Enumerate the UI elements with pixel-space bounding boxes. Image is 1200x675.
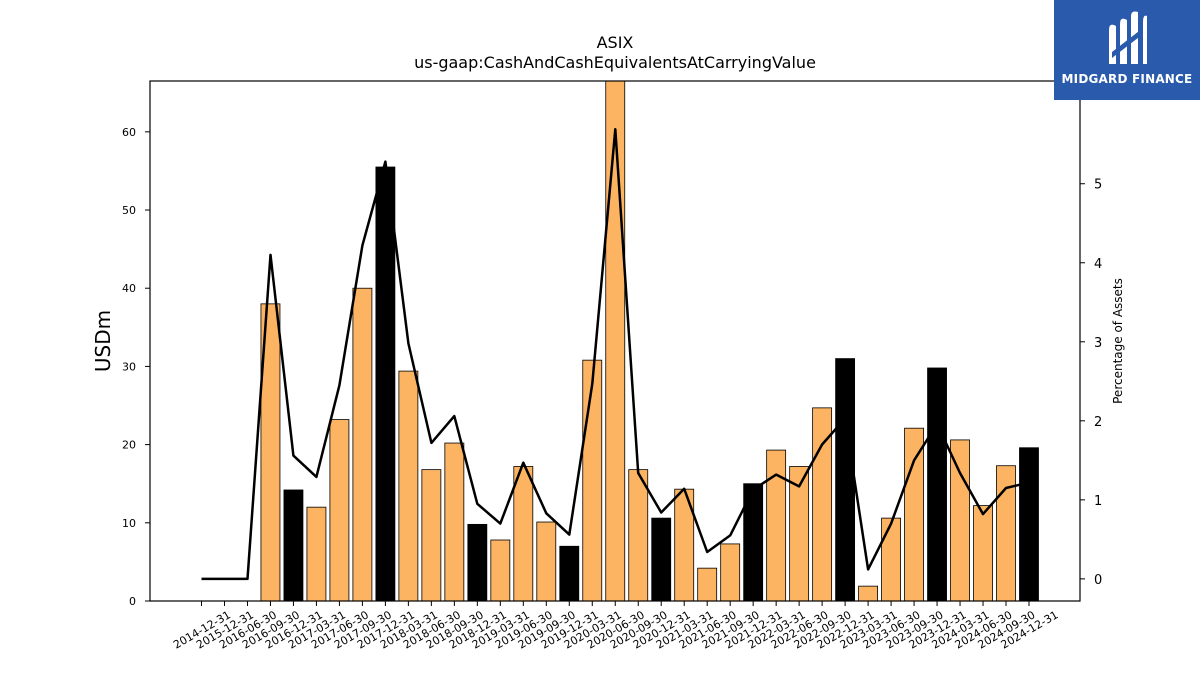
bar-2022-03-31 <box>766 449 787 602</box>
y-tick-label: 20 <box>122 439 136 452</box>
y2-tick-label: 5 <box>1094 178 1102 193</box>
percentage-line <box>201 127 1030 581</box>
y-axis-label: USDm <box>91 310 115 372</box>
bar-2020-06-30 <box>605 80 626 602</box>
bar-2019-12-31 <box>559 545 580 602</box>
bar-2023-03-31 <box>858 585 878 602</box>
bar-2016-12-31 <box>283 489 304 602</box>
bar-2023-09-30 <box>904 427 924 602</box>
bar-2021-06-30 <box>697 567 718 602</box>
bars-group <box>260 80 1039 602</box>
y-tick-label: 50 <box>122 204 136 217</box>
bar-2022-12-31 <box>835 358 856 602</box>
y2-tick-label: 2 <box>1094 415 1102 430</box>
bar-2018-03-31 <box>398 370 419 602</box>
bar-2018-12-31 <box>467 523 488 602</box>
midgard-logo: MIDGARD FINANCE <box>1054 0 1200 100</box>
bar-2017-03-31 <box>306 506 327 602</box>
bar-2019-03-31 <box>490 539 511 602</box>
bar-2023-12-31 <box>927 367 947 602</box>
bar-2020-03-31 <box>582 359 603 602</box>
bar-2019-06-30 <box>513 466 534 602</box>
bar-2024-03-31 <box>950 439 970 602</box>
chart-title: ASIX <box>597 33 634 52</box>
y2-tick-label: 1 <box>1094 494 1102 509</box>
bar-2020-09-30 <box>628 469 649 602</box>
right-axis-ticks: 0 1 2 3 4 5 <box>1080 178 1102 588</box>
y-tick-label: 40 <box>122 282 136 295</box>
bar-2018-09-30 <box>444 442 465 602</box>
bar-2021-09-30 <box>720 543 741 602</box>
bar-2024-06-30 <box>973 505 993 602</box>
y-tick-label: 10 <box>122 517 136 530</box>
bar-2018-06-30 <box>421 469 442 602</box>
y-tick-label: 30 <box>122 360 136 373</box>
left-axis-ticks: 0 10 20 30 40 50 60 <box>122 126 150 608</box>
y2-tick-label: 0 <box>1094 573 1102 588</box>
brand-name: MIDGARD FINANCE <box>1061 72 1193 86</box>
bar-2020-12-31 <box>651 517 672 602</box>
midgard-m-icon <box>1109 11 1147 65</box>
chart-subtitle: us-gaap:CashAndCashEquivalentsAtCarrying… <box>414 53 816 72</box>
bar-2023-06-30 <box>881 517 901 602</box>
x-axis-ticks: 2014-12-312015-12-312016-06-302016-09-30… <box>171 601 1061 652</box>
y2-tick-label: 4 <box>1094 257 1102 272</box>
y-tick-label: 0 <box>129 595 136 608</box>
y2-axis-label: Percentage of Assets <box>1111 278 1125 404</box>
y-tick-label: 60 <box>122 126 136 139</box>
bar-2017-09-30 <box>352 287 373 602</box>
bar-2017-06-30 <box>329 419 350 602</box>
bar-2019-09-30 <box>536 521 557 602</box>
bar-2017-12-31 <box>375 166 396 602</box>
y2-tick-label: 3 <box>1094 336 1102 351</box>
bar-2024-12-31 <box>1019 447 1039 602</box>
